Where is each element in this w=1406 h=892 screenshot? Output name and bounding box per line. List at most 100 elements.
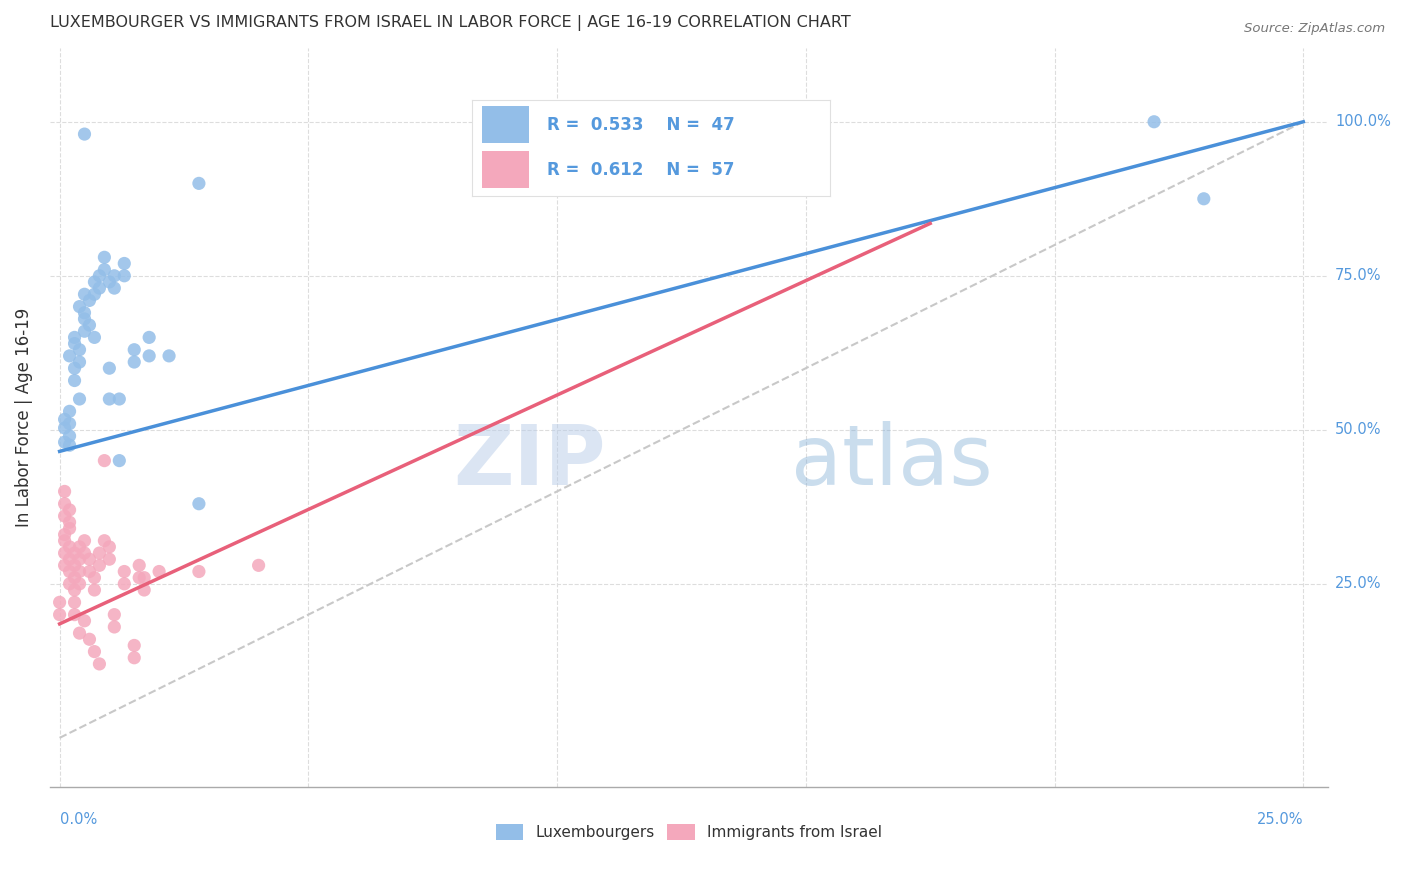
- Point: [98, 361, 121, 376]
- Point: [63, 582, 86, 597]
- Point: [89, 281, 111, 295]
- Point: [83, 644, 105, 658]
- Point: [128, 558, 150, 573]
- Point: [187, 177, 209, 191]
- Point: [58, 521, 80, 535]
- Point: [63, 558, 86, 573]
- Text: atlas: atlas: [792, 421, 993, 502]
- Point: [69, 300, 91, 314]
- Point: [98, 392, 121, 406]
- Point: [58, 404, 80, 418]
- Point: [53, 509, 76, 524]
- Point: [93, 262, 115, 277]
- Point: [83, 582, 105, 597]
- Point: [89, 546, 111, 560]
- Point: [58, 438, 80, 452]
- Point: [89, 558, 111, 573]
- Point: [79, 293, 101, 308]
- Text: LUXEMBOURGER VS IMMIGRANTS FROM ISRAEL IN LABOR FORCE | AGE 16-19 CORRELATION CH: LUXEMBOURGER VS IMMIGRANTS FROM ISRAEL I…: [49, 15, 851, 31]
- Point: [69, 626, 91, 640]
- Point: [53, 412, 76, 426]
- Point: [73, 324, 96, 338]
- Point: [83, 571, 105, 585]
- Point: [58, 577, 80, 591]
- Point: [53, 484, 76, 499]
- Text: Source: ZipAtlas.com: Source: ZipAtlas.com: [1244, 22, 1385, 36]
- Point: [79, 552, 101, 566]
- Text: 0.0%: 0.0%: [59, 812, 97, 827]
- Point: [58, 349, 80, 363]
- Point: [138, 349, 160, 363]
- Point: [187, 565, 209, 579]
- Point: [134, 571, 156, 585]
- Point: [134, 582, 156, 597]
- Point: [157, 349, 180, 363]
- Point: [53, 435, 76, 450]
- Point: [53, 546, 76, 560]
- Point: [138, 330, 160, 344]
- Point: [69, 540, 91, 554]
- Point: [112, 268, 135, 283]
- Point: [98, 552, 121, 566]
- Point: [79, 318, 101, 332]
- Point: [112, 577, 135, 591]
- Point: [63, 336, 86, 351]
- Text: 25.0%: 25.0%: [1336, 576, 1382, 591]
- Point: [79, 565, 101, 579]
- Point: [53, 527, 76, 541]
- Point: [89, 268, 111, 283]
- Point: [112, 565, 135, 579]
- Point: [58, 503, 80, 517]
- Point: [103, 281, 125, 295]
- Point: [48, 607, 70, 622]
- Point: [103, 607, 125, 622]
- Point: [89, 657, 111, 671]
- Point: [83, 287, 105, 301]
- Point: [69, 577, 91, 591]
- Point: [48, 595, 70, 609]
- Text: ZIP: ZIP: [453, 421, 606, 502]
- Point: [53, 558, 76, 573]
- Point: [69, 565, 91, 579]
- Point: [73, 287, 96, 301]
- Point: [1143, 115, 1166, 129]
- Y-axis label: In Labor Force | Age 16-19: In Labor Force | Age 16-19: [15, 308, 32, 527]
- Point: [63, 571, 86, 585]
- Point: [148, 565, 170, 579]
- Point: [112, 256, 135, 270]
- Text: 25.0%: 25.0%: [1257, 812, 1303, 827]
- Point: [98, 540, 121, 554]
- Point: [73, 533, 96, 548]
- Point: [247, 558, 270, 573]
- Point: [73, 312, 96, 326]
- Point: [93, 533, 115, 548]
- Text: 100.0%: 100.0%: [1336, 114, 1391, 129]
- Point: [58, 540, 80, 554]
- Text: 50.0%: 50.0%: [1336, 422, 1382, 437]
- Point: [103, 268, 125, 283]
- Point: [108, 453, 131, 467]
- Point: [122, 650, 145, 665]
- Point: [122, 639, 145, 653]
- Point: [58, 429, 80, 443]
- Point: [83, 275, 105, 289]
- Point: [63, 330, 86, 344]
- Point: [83, 330, 105, 344]
- Point: [63, 546, 86, 560]
- Point: [69, 343, 91, 357]
- Point: [58, 515, 80, 529]
- Point: [103, 620, 125, 634]
- Point: [122, 343, 145, 357]
- Point: [63, 595, 86, 609]
- Point: [58, 417, 80, 431]
- Point: [108, 392, 131, 406]
- Point: [58, 565, 80, 579]
- Point: [122, 355, 145, 369]
- Point: [69, 552, 91, 566]
- Point: [128, 571, 150, 585]
- Point: [73, 127, 96, 141]
- Point: [73, 614, 96, 628]
- Point: [58, 552, 80, 566]
- Point: [79, 632, 101, 647]
- Point: [1192, 192, 1215, 206]
